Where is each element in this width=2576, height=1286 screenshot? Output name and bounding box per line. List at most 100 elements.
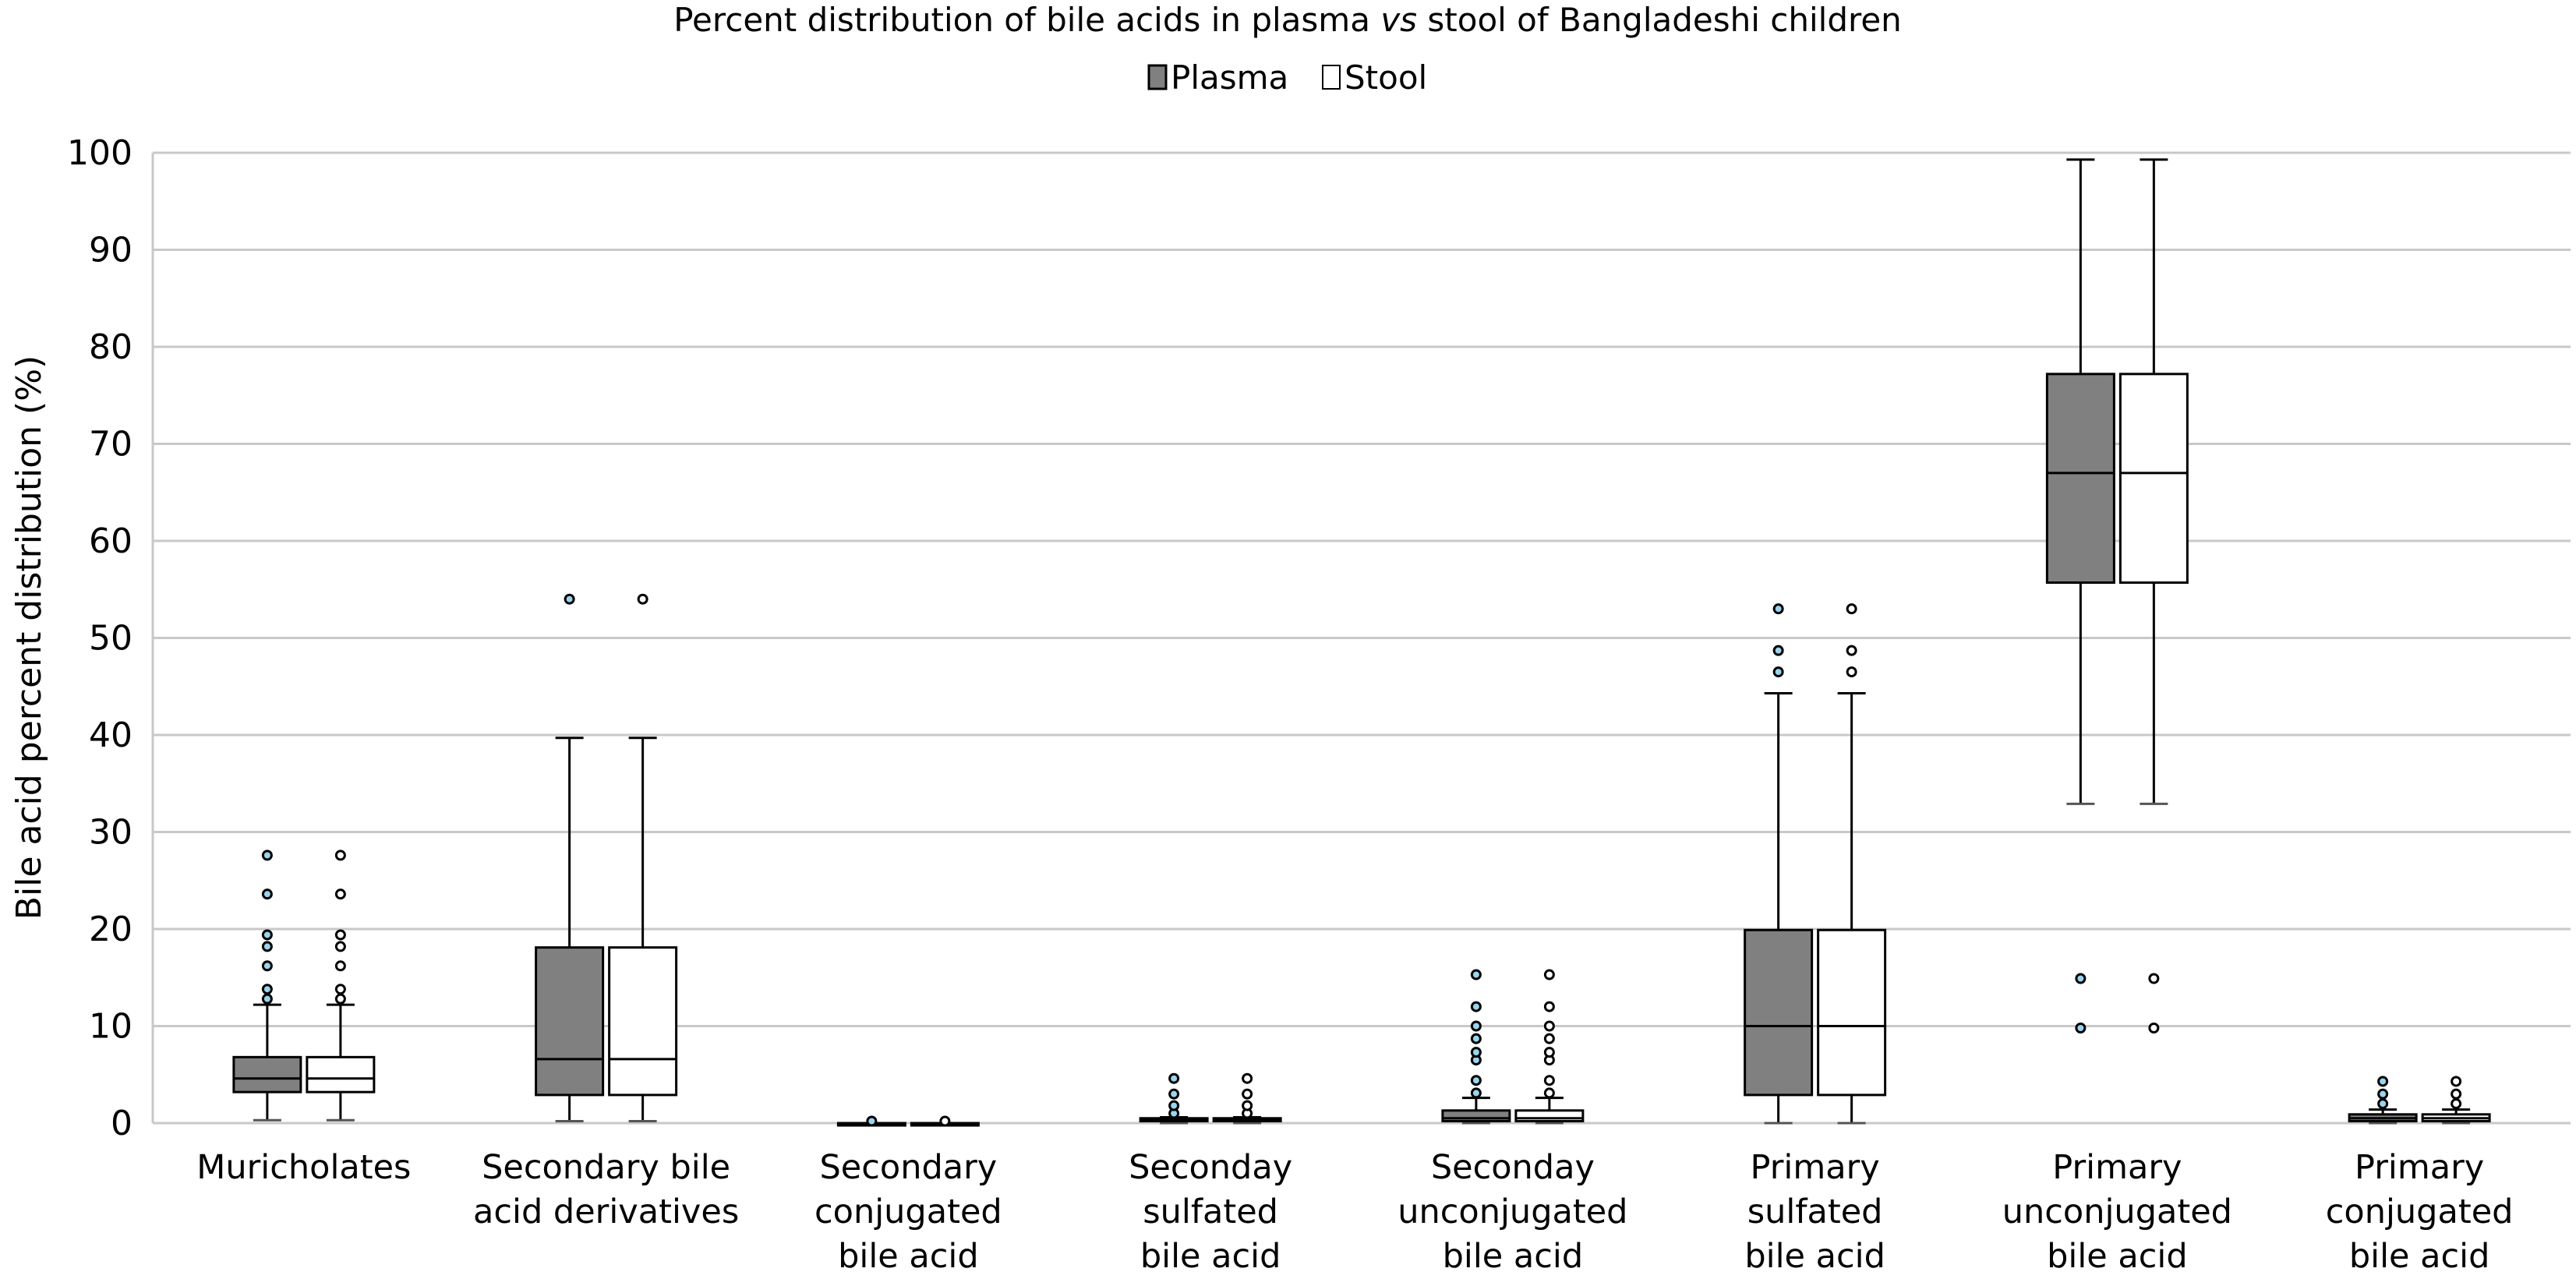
box-plasma [2045, 158, 2115, 1033]
outlier-point [637, 593, 648, 605]
outlier-point [1470, 1020, 1482, 1032]
box-plasma [1139, 1072, 1209, 1125]
x-tick-label: bile acid [1140, 1237, 1281, 1276]
x-tick-label: Primary [1751, 1148, 1880, 1187]
box-plasma [535, 593, 605, 1123]
x-tick-label: bile acid [838, 1237, 979, 1276]
chart-title: Percent distribution of bile acids in pl… [673, 1, 1902, 39]
y-tick-label: 100 [67, 133, 133, 173]
box-stool [1212, 1072, 1282, 1125]
x-tick-label: Muricholates [196, 1148, 411, 1187]
box-stool [1817, 603, 1887, 1125]
box-plasma [836, 1115, 906, 1127]
box-stool [2118, 158, 2189, 1033]
outlier-point [1470, 1047, 1482, 1058]
x-tick-label: unconjugated [1398, 1192, 1627, 1231]
y-tick-label: 80 [89, 327, 133, 367]
box-plasma [1744, 603, 1814, 1125]
outlier-point [334, 929, 346, 941]
box-stool [2421, 1076, 2491, 1125]
iqr-box [232, 1055, 302, 1093]
y-tick-label: 70 [89, 425, 133, 465]
outlier-point [1470, 969, 1482, 980]
outlier-point [261, 889, 273, 900]
outlier-point [1846, 603, 1857, 615]
y-tick-label: 60 [89, 521, 133, 561]
x-tick-label: acid derivatives [473, 1192, 739, 1231]
outlier-point [866, 1115, 878, 1127]
title-part-italic: vs [1380, 1, 1417, 39]
outlier-point [2451, 1076, 2462, 1087]
box-stool [608, 593, 678, 1123]
outlier-point [1543, 1047, 1555, 1058]
legend-swatch-plasma [1147, 64, 1168, 90]
outlier-point [334, 850, 346, 861]
iqr-box [1744, 928, 1814, 1097]
box-stool [910, 1115, 980, 1127]
outlier-point [1772, 645, 1784, 656]
outlier-point [2377, 1098, 2389, 1110]
outlier-point [1543, 1033, 1555, 1044]
outlier-point [334, 993, 346, 1005]
x-tick-label: Primary [2052, 1148, 2182, 1187]
x-tick-label: conjugated [2326, 1192, 2514, 1231]
outlier-point [334, 941, 346, 952]
x-tick-label: Primary [2355, 1148, 2484, 1187]
outlier-point [2451, 1098, 2462, 1110]
title-part: stool of Bangladeshi children [1417, 1, 1902, 39]
outlier-point [564, 593, 575, 605]
outlier-point [261, 960, 273, 972]
iqr-box [2118, 373, 2189, 585]
outlier-point [939, 1115, 951, 1127]
x-tick-label: sulfated [1143, 1192, 1278, 1231]
legend-label-stool: Stool [1345, 58, 1427, 97]
box-stool [1514, 969, 1585, 1125]
legend: Plasma Stool [1147, 58, 1427, 97]
outlier-point [2451, 1088, 2462, 1100]
outlier-point [1168, 1072, 1180, 1084]
outlier-point [1242, 1100, 1253, 1111]
x-tick-label: Secondary bile [482, 1148, 730, 1187]
outlier-point [1846, 645, 1857, 656]
outlier-point [2148, 973, 2160, 984]
outlier-point [1470, 1087, 1482, 1099]
y-tick-label: 30 [89, 813, 133, 853]
outlier-point [1470, 1033, 1482, 1044]
iqr-box [608, 946, 678, 1097]
y-tick-label: 10 [89, 1007, 133, 1047]
outlier-point [2377, 1088, 2389, 1100]
x-tick-label: bile acid [2047, 1237, 2188, 1276]
outlier-point [1470, 1001, 1482, 1012]
outlier-point [1242, 1072, 1253, 1084]
outlier-point [334, 889, 346, 900]
outlier-point [261, 929, 273, 941]
iqr-box [306, 1055, 376, 1093]
x-tick-label: Seconday [1431, 1148, 1595, 1187]
outlier-point [2377, 1076, 2389, 1087]
outlier-point [1543, 1020, 1555, 1032]
outlier-point [2148, 1022, 2160, 1033]
outlier-point [334, 960, 346, 972]
iqr-box [535, 946, 605, 1097]
x-tick-label: unconjugated [2002, 1192, 2232, 1231]
x-tick-label: bile acid [1744, 1237, 1885, 1276]
title-part: Percent distribution of bile acids in pl… [673, 1, 1380, 39]
box-plasma [2348, 1076, 2418, 1125]
legend-swatch-stool [1322, 65, 1341, 90]
outlier-point [2075, 973, 2087, 984]
y-tick-label: 0 [111, 1104, 133, 1143]
iqr-box [1817, 928, 1887, 1097]
y-tick-label: 90 [89, 231, 133, 270]
outlier-point [1543, 1087, 1555, 1099]
y-tick-label: 40 [89, 715, 133, 755]
x-tick-label: sulfated [1747, 1192, 1883, 1231]
x-tick-label: Secondary [820, 1148, 998, 1187]
outlier-point [1168, 1100, 1180, 1111]
outlier-point [1772, 666, 1784, 678]
outlier-point [1168, 1088, 1180, 1100]
iqr-box [1441, 1109, 1511, 1123]
outlier-point [334, 984, 346, 995]
x-tick-label: Seconday [1129, 1148, 1292, 1187]
outlier-point [1772, 603, 1784, 615]
